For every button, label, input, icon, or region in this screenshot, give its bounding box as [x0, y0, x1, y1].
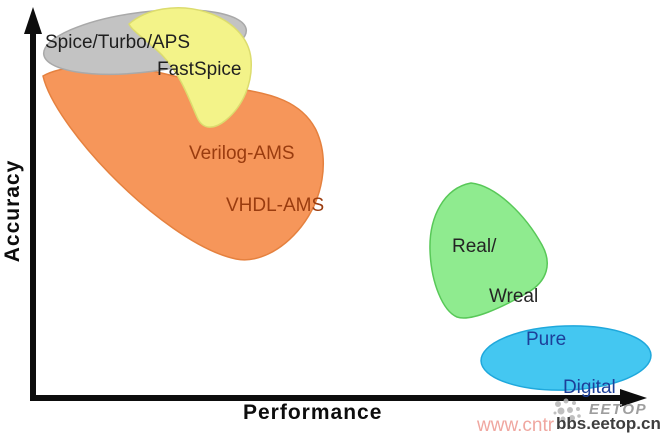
y-axis-arrow-icon [24, 7, 42, 34]
region-fastspice-blob [128, 7, 252, 128]
region-spice-turbo-aps-label: Spice/Turbo/APS [45, 32, 191, 53]
digital-line: Digital [562, 377, 616, 398]
region-pure-digital-blob [480, 325, 652, 391]
region-fastspice-label: FastSpice [157, 59, 242, 80]
verilog-ams-line: Verilog-AMS [189, 143, 295, 164]
region-pure-digital-label: Pure Digital [526, 328, 616, 400]
wreal-line: Wreal [488, 286, 539, 307]
x-axis-arrow-icon [620, 389, 647, 407]
y-axis-label: Accuracy [1, 159, 24, 263]
region-real-wreal-label: Real/ Wreal [452, 234, 538, 309]
region-verilog-ams-label: Verilog-AMS VHDL-AMS [189, 141, 324, 219]
watermark-site-text: bbs.eetop.cn [556, 414, 661, 433]
x-axis-label: Performance [243, 401, 383, 424]
watermark-light-text: www.cntr [477, 415, 555, 436]
pure-line: Pure [526, 329, 567, 350]
watermark-brand-text: EETOP [589, 401, 648, 418]
region-real-wreal-blob [429, 182, 548, 319]
vhdl-ams-line: VHDL-AMS [225, 195, 325, 216]
real-line: Real/ [452, 236, 497, 257]
